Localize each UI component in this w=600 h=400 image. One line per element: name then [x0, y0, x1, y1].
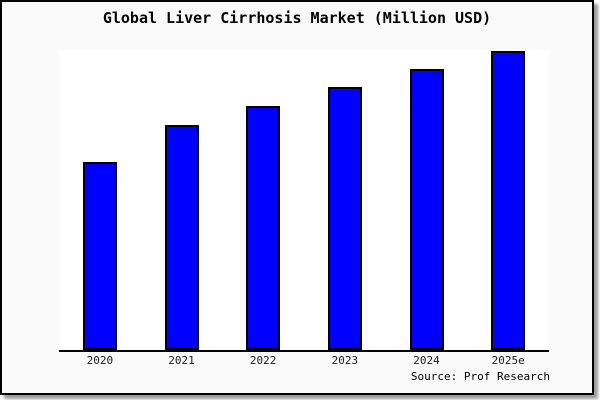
bar-slot-2021 — [141, 50, 223, 350]
bar-2021 — [164, 125, 199, 350]
bar-slot-2025e — [467, 50, 549, 350]
x-tick-label-2020: 2020 — [86, 354, 114, 367]
bar-slot-2024 — [386, 50, 468, 350]
chart-title: Global Liver Cirrhosis Market (Million U… — [102, 9, 492, 27]
bar-2023 — [327, 87, 362, 350]
x-tick-label-2025e: 2025e — [491, 354, 525, 367]
x-tick-label-2023: 2023 — [331, 354, 359, 367]
bar-slot-2022 — [222, 50, 304, 350]
bar-2022 — [246, 106, 281, 350]
chart-card: Global Liver Cirrhosis Market (Million U… — [0, 0, 594, 395]
bar-slot-2020 — [59, 50, 141, 350]
source-attribution: Source: Prof Research — [410, 370, 550, 383]
x-tick-label-2024: 2024 — [413, 354, 440, 367]
x-tick-label-2021: 2021 — [168, 354, 195, 367]
x-axis-labels: 2020 2021 2022 2023 2024 2025e — [59, 354, 549, 367]
plot-area — [59, 50, 549, 352]
bar-slot-2023 — [304, 50, 386, 350]
bar-2024 — [409, 69, 444, 350]
x-tick-label-2022: 2022 — [249, 354, 277, 367]
bars-container — [59, 50, 549, 350]
bar-2025e — [491, 51, 526, 350]
bar-2020 — [82, 162, 117, 350]
